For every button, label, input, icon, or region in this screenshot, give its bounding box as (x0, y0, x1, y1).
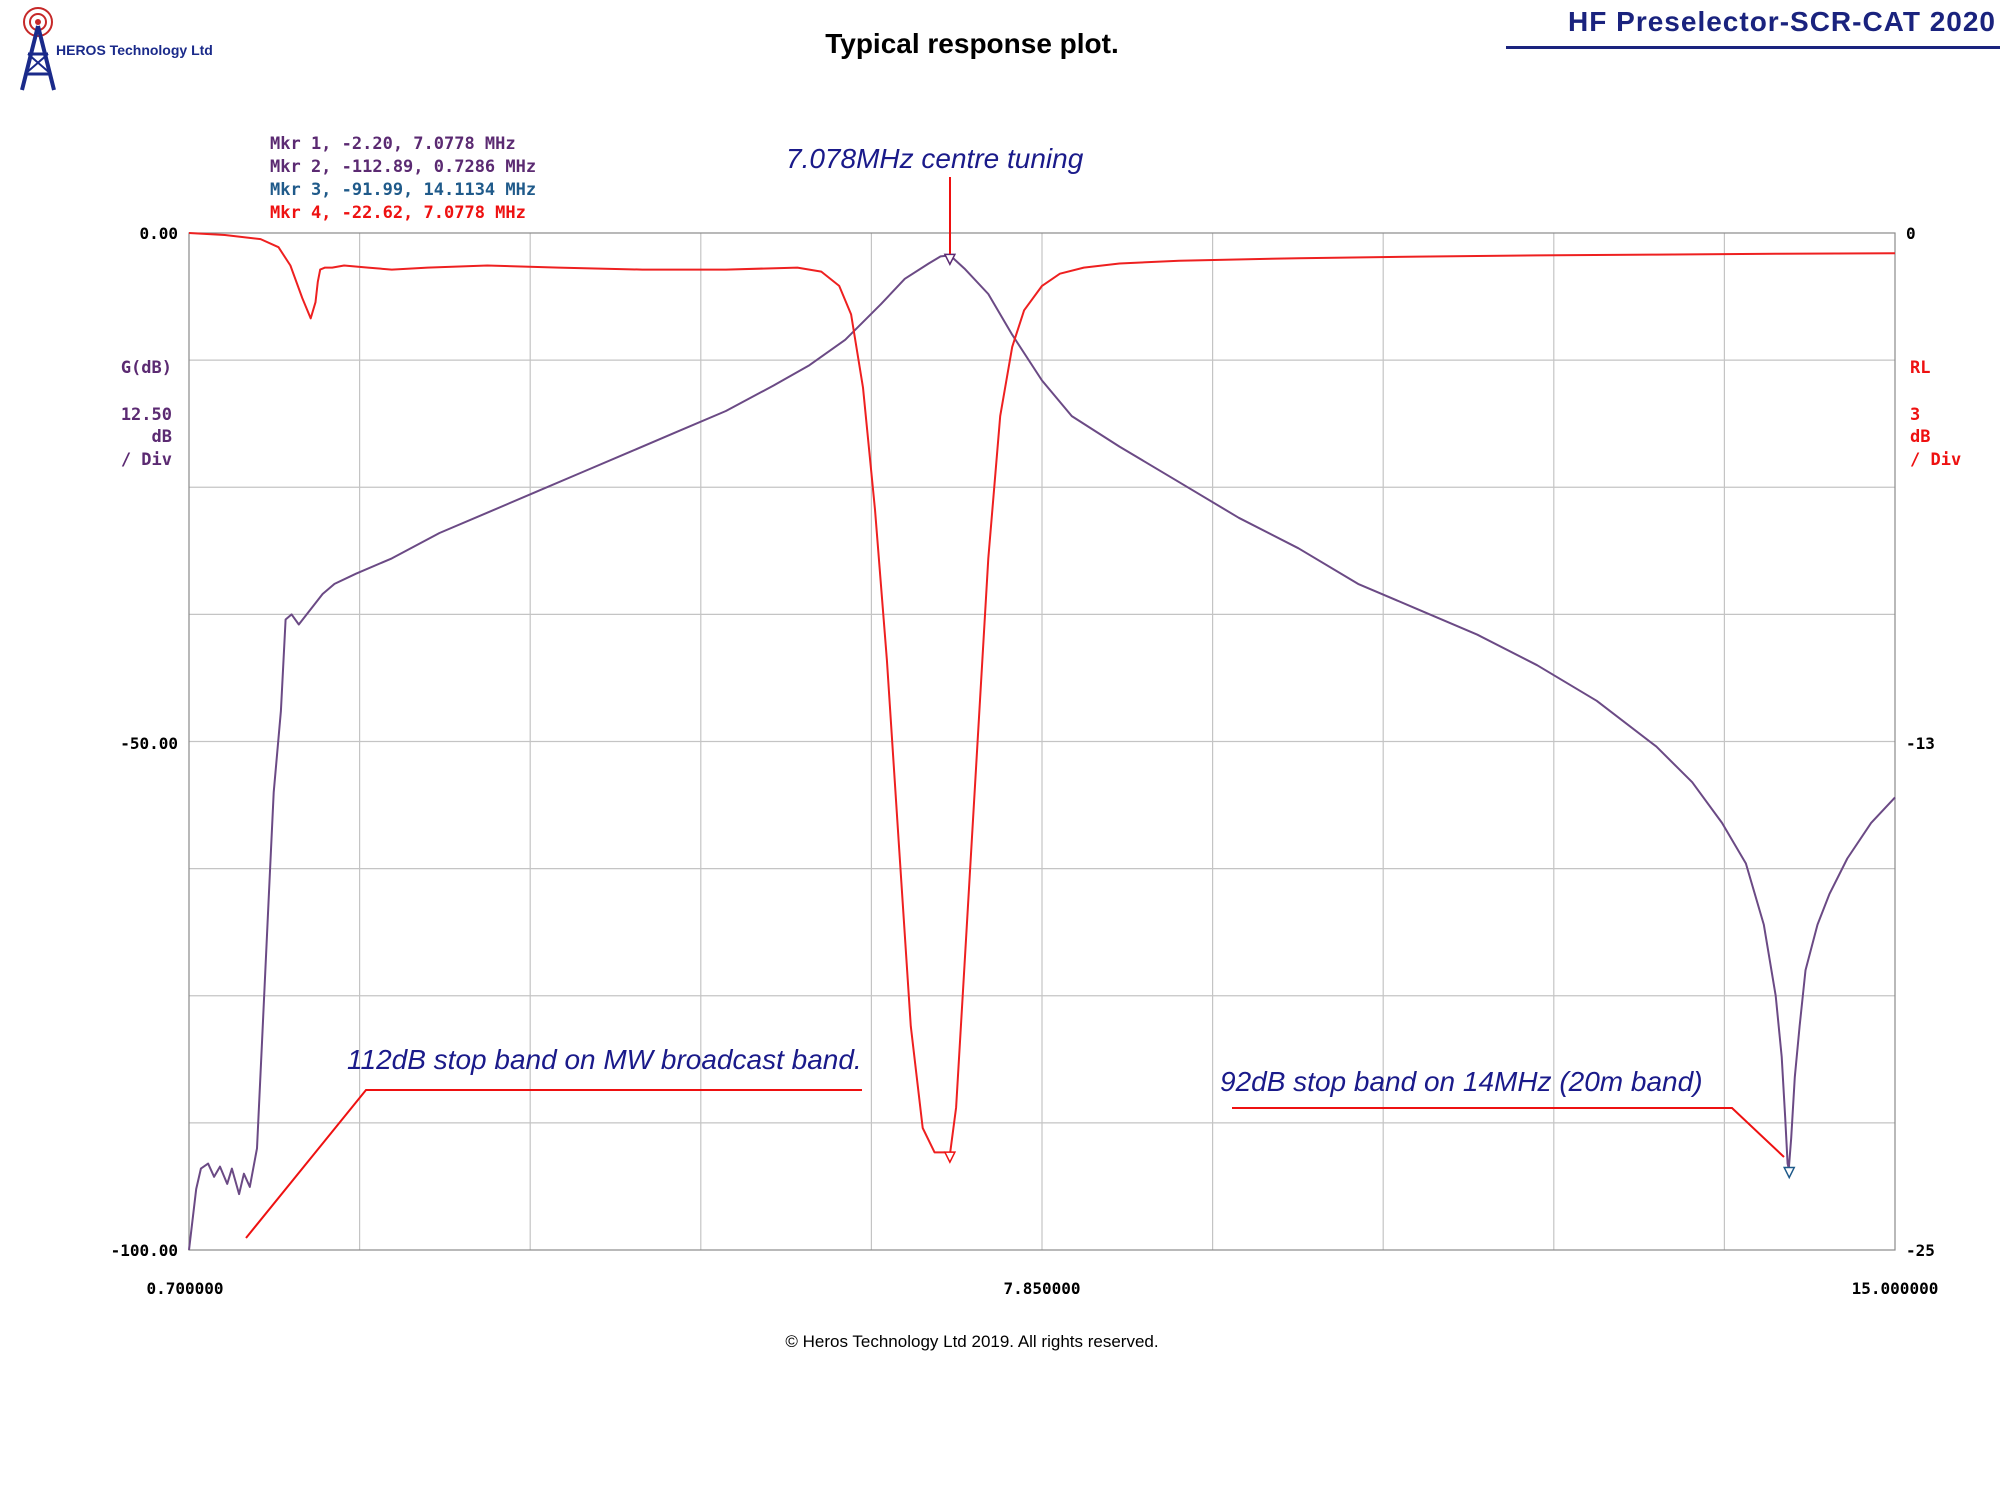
annotation-lines (245, 177, 1785, 1239)
x-axis-tick: 7.850000 (1003, 1279, 1080, 1298)
mw-stop-annotation: 112dB stop band on MW broadcast band. (347, 1044, 862, 1075)
20m-leader-line (1232, 1107, 1785, 1158)
antenna-tower-icon (20, 7, 56, 91)
plot-grid (189, 233, 1895, 1250)
marker-layer (943, 253, 1796, 1180)
return-loss-line (188, 232, 1896, 1155)
chart-title: Typical response plot. (825, 28, 1119, 59)
right-axis-tick: -13 (1906, 734, 1935, 753)
company-logo: HEROS Technology Ltd (4, 4, 264, 96)
gain-line (188, 254, 1896, 1251)
x-axis-tick: 0.700000 (146, 1279, 223, 1298)
series-layer (188, 232, 1896, 1251)
copyright-notice: © Heros Technology Ltd 2019. All rights … (785, 1332, 1159, 1351)
marker-readout: Mkr 4, -22.62, 7.0778 MHz (270, 203, 526, 223)
left-axis-title: G(dB) (121, 358, 172, 378)
left-axis-tick: -50.00 (120, 734, 178, 753)
mw-leader-line (245, 1089, 862, 1239)
marker-readout: Mkr 2, -112.89, 0.7286 MHz (270, 157, 536, 177)
left-axis-scale-value: 12.50 (121, 405, 172, 425)
centre-annotation: 7.078MHz centre tuning (786, 143, 1084, 174)
20m-stop-annotation: 92dB stop band on 14MHz (20m band) (1220, 1066, 1703, 1097)
left-axis-tick: -100.00 (111, 1241, 178, 1260)
plot-border (188, 232, 1896, 1251)
marker-point (943, 253, 957, 267)
marker-legend: Mkr 1, -2.20, 7.0778 MHz Mkr 2, -112.89, … (270, 134, 536, 223)
product-title-underline (1506, 46, 2000, 49)
response-plot: Mkr 1, -2.20, 7.0778 MHz Mkr 2, -112.89, … (111, 134, 1962, 1298)
marker-point (1783, 1166, 1796, 1180)
right-axis-title: RL (1910, 358, 1930, 378)
x-axis-tick: 15.000000 (1852, 1279, 1939, 1298)
logo-text: HEROS Technology Ltd (56, 42, 213, 58)
marker-point (943, 1151, 957, 1164)
left-axis-tick: 0.00 (139, 224, 178, 243)
left-axis-scale-unit: dB (152, 427, 172, 447)
right-axis-tick: 0 (1906, 224, 1916, 243)
left-axis-scale-per: / Div (121, 450, 172, 470)
product-title: HF Preselector-SCR-CAT 2020 (1568, 6, 1996, 37)
right-axis-scale-value: 3 (1910, 405, 1920, 425)
marker-readout: Mkr 1, -2.20, 7.0778 MHz (270, 134, 516, 154)
right-axis-tick: -25 (1906, 1241, 1935, 1260)
marker-readout: Mkr 3, -91.99, 14.1134 MHz (270, 180, 536, 200)
right-axis-scale-unit: dB (1910, 427, 1930, 447)
right-axis-scale-per: / Div (1910, 450, 1961, 470)
